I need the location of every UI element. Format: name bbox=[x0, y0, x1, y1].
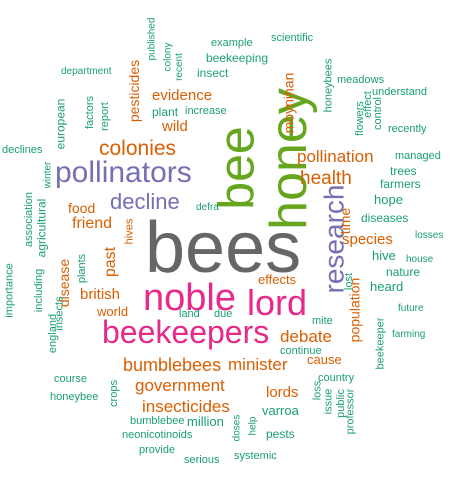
word-country: country bbox=[318, 372, 355, 384]
word-issue: issue bbox=[322, 388, 335, 415]
word-doses: doses bbox=[231, 414, 243, 442]
word-declines: declines bbox=[2, 144, 43, 156]
word-government: government bbox=[135, 376, 225, 395]
word-managed: managed bbox=[395, 150, 441, 162]
word-lost: lost bbox=[343, 272, 356, 291]
word-honeybees: honeybees bbox=[322, 58, 335, 113]
word-continue: continue bbox=[280, 345, 322, 357]
word-varroa: varroa bbox=[262, 403, 299, 418]
word-bumblebee: bumblebee bbox=[130, 415, 185, 427]
word-agricultural: agricultural bbox=[34, 198, 49, 258]
word-species: species bbox=[342, 231, 393, 248]
word-bumblebees: bumblebees bbox=[123, 355, 222, 375]
word-due: due bbox=[214, 308, 233, 320]
word-diseases: diseases bbox=[361, 211, 409, 225]
word-beekeeping: beekeeping bbox=[206, 51, 269, 65]
word-including: including bbox=[33, 268, 46, 313]
word-insecticides: insecticides bbox=[142, 397, 230, 416]
word-farming: farming bbox=[392, 329, 426, 340]
word-heard: heard bbox=[370, 279, 404, 294]
word-increase: increase bbox=[185, 105, 227, 117]
word-wild: wild bbox=[162, 118, 188, 135]
word-million: million bbox=[187, 414, 224, 429]
word-neonicotinoids: neonicotinoids bbox=[122, 429, 193, 441]
word-control: control bbox=[372, 96, 385, 131]
word-recent: recent bbox=[173, 53, 185, 81]
word-provide: provide bbox=[139, 444, 176, 456]
word-professor: professor bbox=[344, 388, 357, 435]
word-colonies: colonies bbox=[99, 137, 177, 160]
word-winter: winter bbox=[42, 161, 54, 189]
word-lord: lord bbox=[247, 282, 308, 323]
word-beekeeper: beekeeper bbox=[374, 317, 387, 370]
word-evidence: evidence bbox=[152, 87, 213, 104]
word-future: future bbox=[398, 303, 424, 314]
word-house: house bbox=[406, 254, 434, 265]
word-effects: effects bbox=[258, 272, 297, 287]
word-nature: nature bbox=[386, 265, 421, 279]
word-losses: losses bbox=[415, 230, 444, 241]
word-decline: decline bbox=[110, 189, 180, 214]
word-example: example bbox=[211, 37, 253, 49]
word-european: european bbox=[53, 98, 68, 150]
word-crops: crops bbox=[107, 380, 120, 407]
word-scientific: scientific bbox=[271, 32, 314, 44]
word-world: world bbox=[97, 304, 129, 319]
word-recently: recently bbox=[388, 123, 427, 135]
word-systemic: systemic bbox=[234, 450, 277, 462]
word-noble: noble bbox=[143, 277, 236, 319]
word-bee: bee bbox=[208, 126, 265, 210]
word-debate: debate bbox=[280, 327, 332, 346]
word-published: published bbox=[146, 17, 158, 61]
word-time: time bbox=[337, 207, 354, 235]
word-pollinators: pollinators bbox=[55, 156, 192, 189]
word-course: course bbox=[54, 373, 88, 385]
word-minister: minister bbox=[228, 355, 288, 374]
word-honeybee: honeybee bbox=[50, 391, 99, 403]
word-cause: cause bbox=[307, 352, 342, 367]
word-plants: plants bbox=[76, 253, 89, 284]
word-pollination: pollination bbox=[297, 147, 374, 166]
word-food: food bbox=[68, 200, 96, 216]
word-british: british bbox=[80, 286, 121, 303]
word-department: department bbox=[61, 66, 112, 77]
word-insects: insects bbox=[53, 296, 66, 331]
word-mite: mite bbox=[312, 315, 333, 327]
word-past: past bbox=[102, 246, 120, 278]
word-lords: lords bbox=[266, 384, 299, 401]
word-pesticides: pesticides bbox=[126, 59, 143, 123]
word-beekeepers: beekeepers bbox=[102, 314, 270, 350]
word-serious: serious bbox=[184, 454, 220, 466]
word-defra: defra bbox=[196, 202, 219, 213]
word-pests: pests bbox=[266, 427, 295, 441]
word-land: land bbox=[179, 308, 200, 320]
word-help: help bbox=[247, 416, 259, 436]
word-report: report bbox=[98, 102, 111, 131]
word-bees: bees bbox=[145, 208, 302, 288]
word-understand: understand bbox=[372, 86, 428, 98]
word-trees: trees bbox=[390, 164, 417, 178]
word-colony: colony bbox=[162, 42, 174, 72]
word-plant: plant bbox=[152, 105, 179, 119]
word-farmers: farmers bbox=[380, 177, 421, 191]
word-hive: hive bbox=[372, 248, 396, 263]
word-hives: hives bbox=[123, 218, 136, 245]
word-insect: insect bbox=[197, 66, 229, 80]
word-hope: hope bbox=[374, 192, 403, 207]
word-moynihan: moynihan bbox=[280, 72, 297, 134]
word-friend: friend bbox=[72, 215, 113, 232]
word-factors: factors bbox=[84, 95, 97, 130]
word-meadows: meadows bbox=[337, 74, 385, 86]
word-importance: importance bbox=[3, 263, 16, 318]
word-health: health bbox=[300, 168, 352, 189]
